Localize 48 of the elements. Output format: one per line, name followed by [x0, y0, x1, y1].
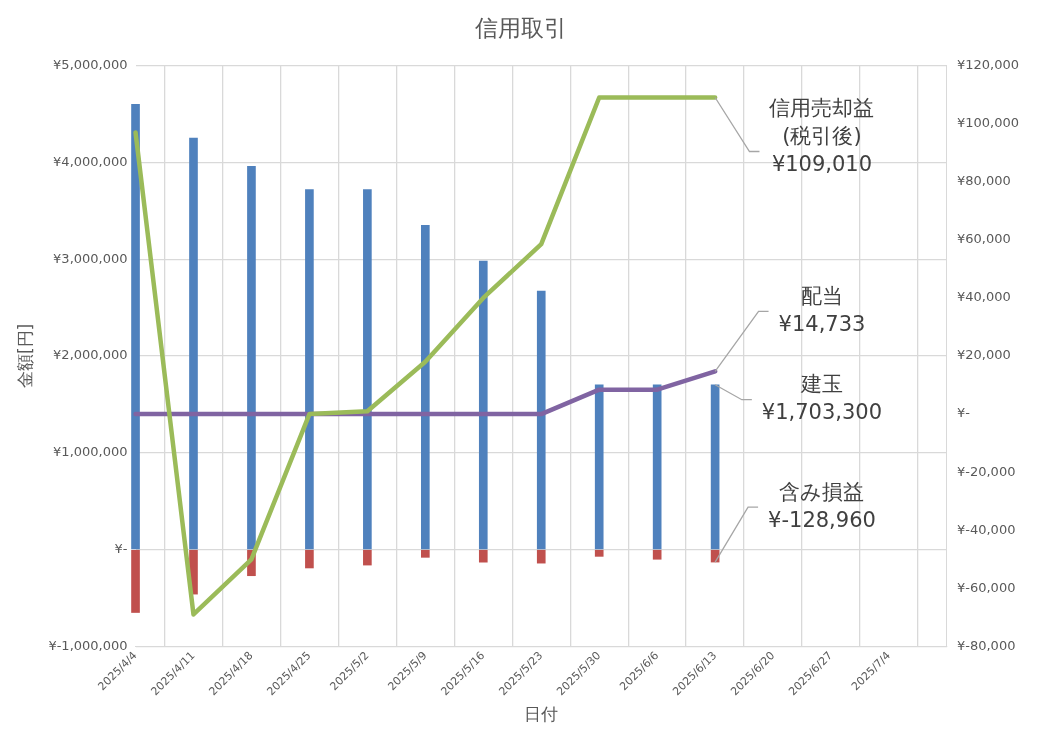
data-label: ¥14,733 [778, 311, 866, 336]
y-tick-label: ¥5,000,000 [53, 56, 128, 72]
text: 信用売却益 (税引後) [769, 95, 875, 148]
text: 含み損益 [779, 479, 865, 504]
y2-tick-label: ¥120,000 [956, 56, 1019, 72]
y-tick-label: ¥4,000,000 [53, 153, 128, 169]
y-tick-label: ¥-1,000,000 [48, 637, 128, 653]
y-tick-label: ¥- [114, 540, 128, 556]
y-tick-label: ¥2,000,000 [53, 347, 128, 363]
bar [536, 549, 546, 564]
bar [594, 549, 604, 557]
bar [131, 549, 140, 613]
y-tick-label: ¥3,000,000 [53, 250, 128, 266]
data-label: ¥109,010 [771, 151, 873, 176]
bar [652, 384, 662, 550]
text: 配当 [800, 283, 843, 308]
y2-tick-label: ¥-60,000 [956, 579, 1016, 595]
y2-tick-label: ¥- [956, 405, 971, 421]
y2-tick-label: ¥100,000 [956, 115, 1019, 131]
bar [363, 189, 372, 550]
bar [594, 384, 604, 550]
bar [421, 224, 430, 550]
y2-tick-label: ¥20,000 [956, 347, 1011, 363]
bar [478, 260, 488, 550]
y-axis-title: 金額[円] [14, 323, 35, 389]
bar [305, 549, 314, 569]
text: 建玉 [799, 372, 843, 397]
bar [305, 189, 314, 550]
y2-tick-label: ¥40,000 [956, 289, 1011, 305]
bar [710, 384, 720, 550]
data-label: ¥1,703,300 [761, 400, 883, 425]
y2-tick-label: ¥-20,000 [956, 463, 1016, 479]
y-tick-label: ¥1,000,000 [53, 444, 128, 460]
y2-tick-label: ¥60,000 [956, 231, 1011, 247]
y2-tick-label: ¥-80,000 [956, 637, 1016, 653]
bar [478, 549, 488, 563]
bar [189, 137, 198, 550]
x-axis-title: 日付 [524, 704, 559, 725]
bar [421, 549, 430, 558]
y2-tick-label: ¥-40,000 [956, 521, 1016, 537]
data-label: ¥-128,960 [768, 507, 876, 532]
chart-title: 信用取引 [474, 14, 567, 41]
bar [536, 290, 546, 550]
y2-tick-label: ¥80,000 [956, 173, 1011, 189]
bar [652, 549, 662, 560]
bar [131, 103, 140, 550]
bar [247, 165, 256, 550]
bar [363, 549, 372, 566]
